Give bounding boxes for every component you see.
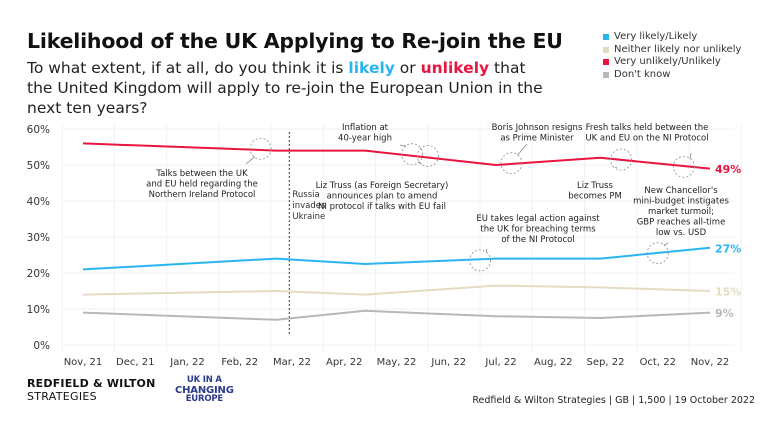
annotation-text-truss-fs: Liz Truss (as Foreign Secretary) [316,181,449,191]
annotation-leader-talks-ni [245,156,255,165]
chart-subtitle: To what extent, if at all, do you think … [27,58,547,118]
annotation-circle-eu-legal [469,249,492,272]
annotation-text-eu-legal: the UK for breaching terms [480,225,596,235]
end-label-neither: 15% [715,286,741,299]
brand-line-2: STRATEGIES [27,390,97,403]
annotation-circle-inflation [401,143,424,166]
annotation-text-eu-legal: of the NI Protocol [501,235,574,245]
annotation-leader-truss-pm [615,166,618,168]
annotation-text-truss-fs: announces plan to amend [327,192,438,202]
series-line-dontknow [82,309,711,321]
annotation-text-mini-budget: market turmoil; [648,207,714,217]
annotation-leader-boris [517,143,528,156]
y-tick-label: 60% [27,124,50,136]
annotation-leader-truss-fs [417,161,423,165]
annotation-text-mini-budget: mini-budget instigates [633,197,729,207]
subtitle-text-2: that the United Kingdom will apply to re… [27,59,543,117]
legend-swatch-dontknow [603,71,609,78]
annotation-text-fresh-talks: Fresh talks held between the [586,123,709,133]
annotation-text-inflation: Inflation at [342,123,389,133]
x-tick-label: Nov, 21 [64,357,103,368]
y-tick-label: 0% [33,340,50,352]
annotation-text-mini-budget: New Chancellor's [644,186,718,196]
annotation-leader-fresh-talks [689,152,692,159]
partner-line-2: CHANGING [175,384,234,396]
chart-title: Likelihood of the UK Applying to Re-join… [27,29,563,53]
series-line-likely [82,246,711,271]
annotation-text-talks-ni: Northern Ireland Protocol [149,190,256,200]
legend-label-unlikely: Very unlikely/Unlikely [614,56,721,67]
legend-swatch-likely [603,34,609,41]
legend-swatch-unlikely [603,59,609,66]
y-tick-label: 30% [27,232,50,244]
y-tick-label: 20% [27,268,50,280]
annotation-circle-fresh-talks [672,155,695,178]
annotation-text-mini-budget: low vs. USD [656,228,707,238]
annotation-text-truss-pm: becomes PM [568,192,622,202]
x-tick-label: Jun, 22 [430,357,466,368]
partner-logo: UK IN A CHANGING EUROPE [175,375,234,405]
annotation-text-inflation: 40-year high [338,134,392,144]
x-tick-label: Jul, 22 [484,357,516,368]
event-marker-label: invades [292,201,326,211]
annotation-circle-truss-fs [416,145,439,167]
subtitle-unlikely: unlikely [420,59,490,77]
annotation-text-truss-pm: Liz Truss [577,181,614,191]
x-tick-label: Dec, 21 [116,357,154,368]
annotation-text-mini-budget: GBP reaches all-time [637,218,726,228]
event-marker-label: Ukraine [292,212,325,222]
annotation-text-truss-fs: NI protocol if talks with EU fail [318,202,446,212]
partner-line-1: UK IN A [186,375,222,385]
brand-line-1: REDFIELD & WILTON [27,377,156,390]
end-label-dontknow: 9% [715,307,734,320]
x-tick-label: Feb, 22 [221,357,258,368]
annotation-circle-talks-ni [249,137,272,160]
event-marker-label: Russia [292,190,319,200]
legend-item-dontknow: Don't know [603,69,741,82]
annotation-leader-mini-budget [663,242,669,246]
annotation-text-eu-legal: EU takes legal action against [476,214,600,224]
annotation-text-talks-ni: and EU held regarding the [146,180,258,190]
legend-item-likely: Very likely/Likely [603,31,741,44]
end-label-likely: 27% [715,242,741,255]
annotation-leader-inflation [399,144,407,147]
x-tick-label: Mar, 22 [273,357,311,368]
annotation-text-talks-ni: Talks between the UK [155,169,248,179]
annotation-circle-truss-pm [610,148,633,171]
x-tick-label: Nov, 22 [691,357,730,368]
subtitle-text-1: To what extent, if at all, do you think … [27,59,349,77]
brand-logo: REDFIELD & WILTON STRATEGIES [27,377,156,403]
annotation-leader-eu-legal [485,248,488,253]
x-tick-label: Apr, 22 [326,357,362,368]
x-tick-label: Oct, 22 [640,357,676,368]
series-line-unlikely [82,142,711,170]
annotation-text-boris: as Prime Minister [500,134,574,144]
annotation-text-fresh-talks: UK and EU on the NI Protocol [585,134,708,144]
subtitle-or: or [394,59,421,77]
annotation-circle-boris [500,152,523,175]
y-tick-label: 50% [27,160,50,172]
x-tick-label: May, 22 [377,357,417,368]
y-tick-label: 10% [27,304,50,316]
legend-label-neither: Neither likely nor unlikely [614,43,742,55]
legend-item-unlikely: Very unlikely/Unlikely [603,56,741,69]
legend-label-likely: Very likely/Likely [614,31,698,42]
partner-line-3: EUROPE [185,394,224,404]
series-line-neither [82,284,711,296]
x-tick-label: Aug, 22 [534,357,573,368]
y-tick-label: 40% [27,196,50,208]
source-note: Redfield & Wilton Strategies | GB | 1,50… [472,395,755,406]
x-tick-label: Jan, 22 [169,357,205,368]
end-label-unlikely: 49% [715,163,741,176]
annotation-text-boris: Boris Johnson resigns [492,123,583,133]
subtitle-likely: likely [348,59,395,77]
legend-label-dontknow: Don't know [614,68,671,80]
legend-swatch-neither [603,46,609,53]
x-tick-label: Sep, 22 [587,357,625,368]
chart-legend: Very likely/Likely Neither likely nor un… [603,31,741,81]
legend-item-neither: Neither likely nor unlikely [603,44,741,57]
annotation-circle-mini-budget [646,242,669,265]
